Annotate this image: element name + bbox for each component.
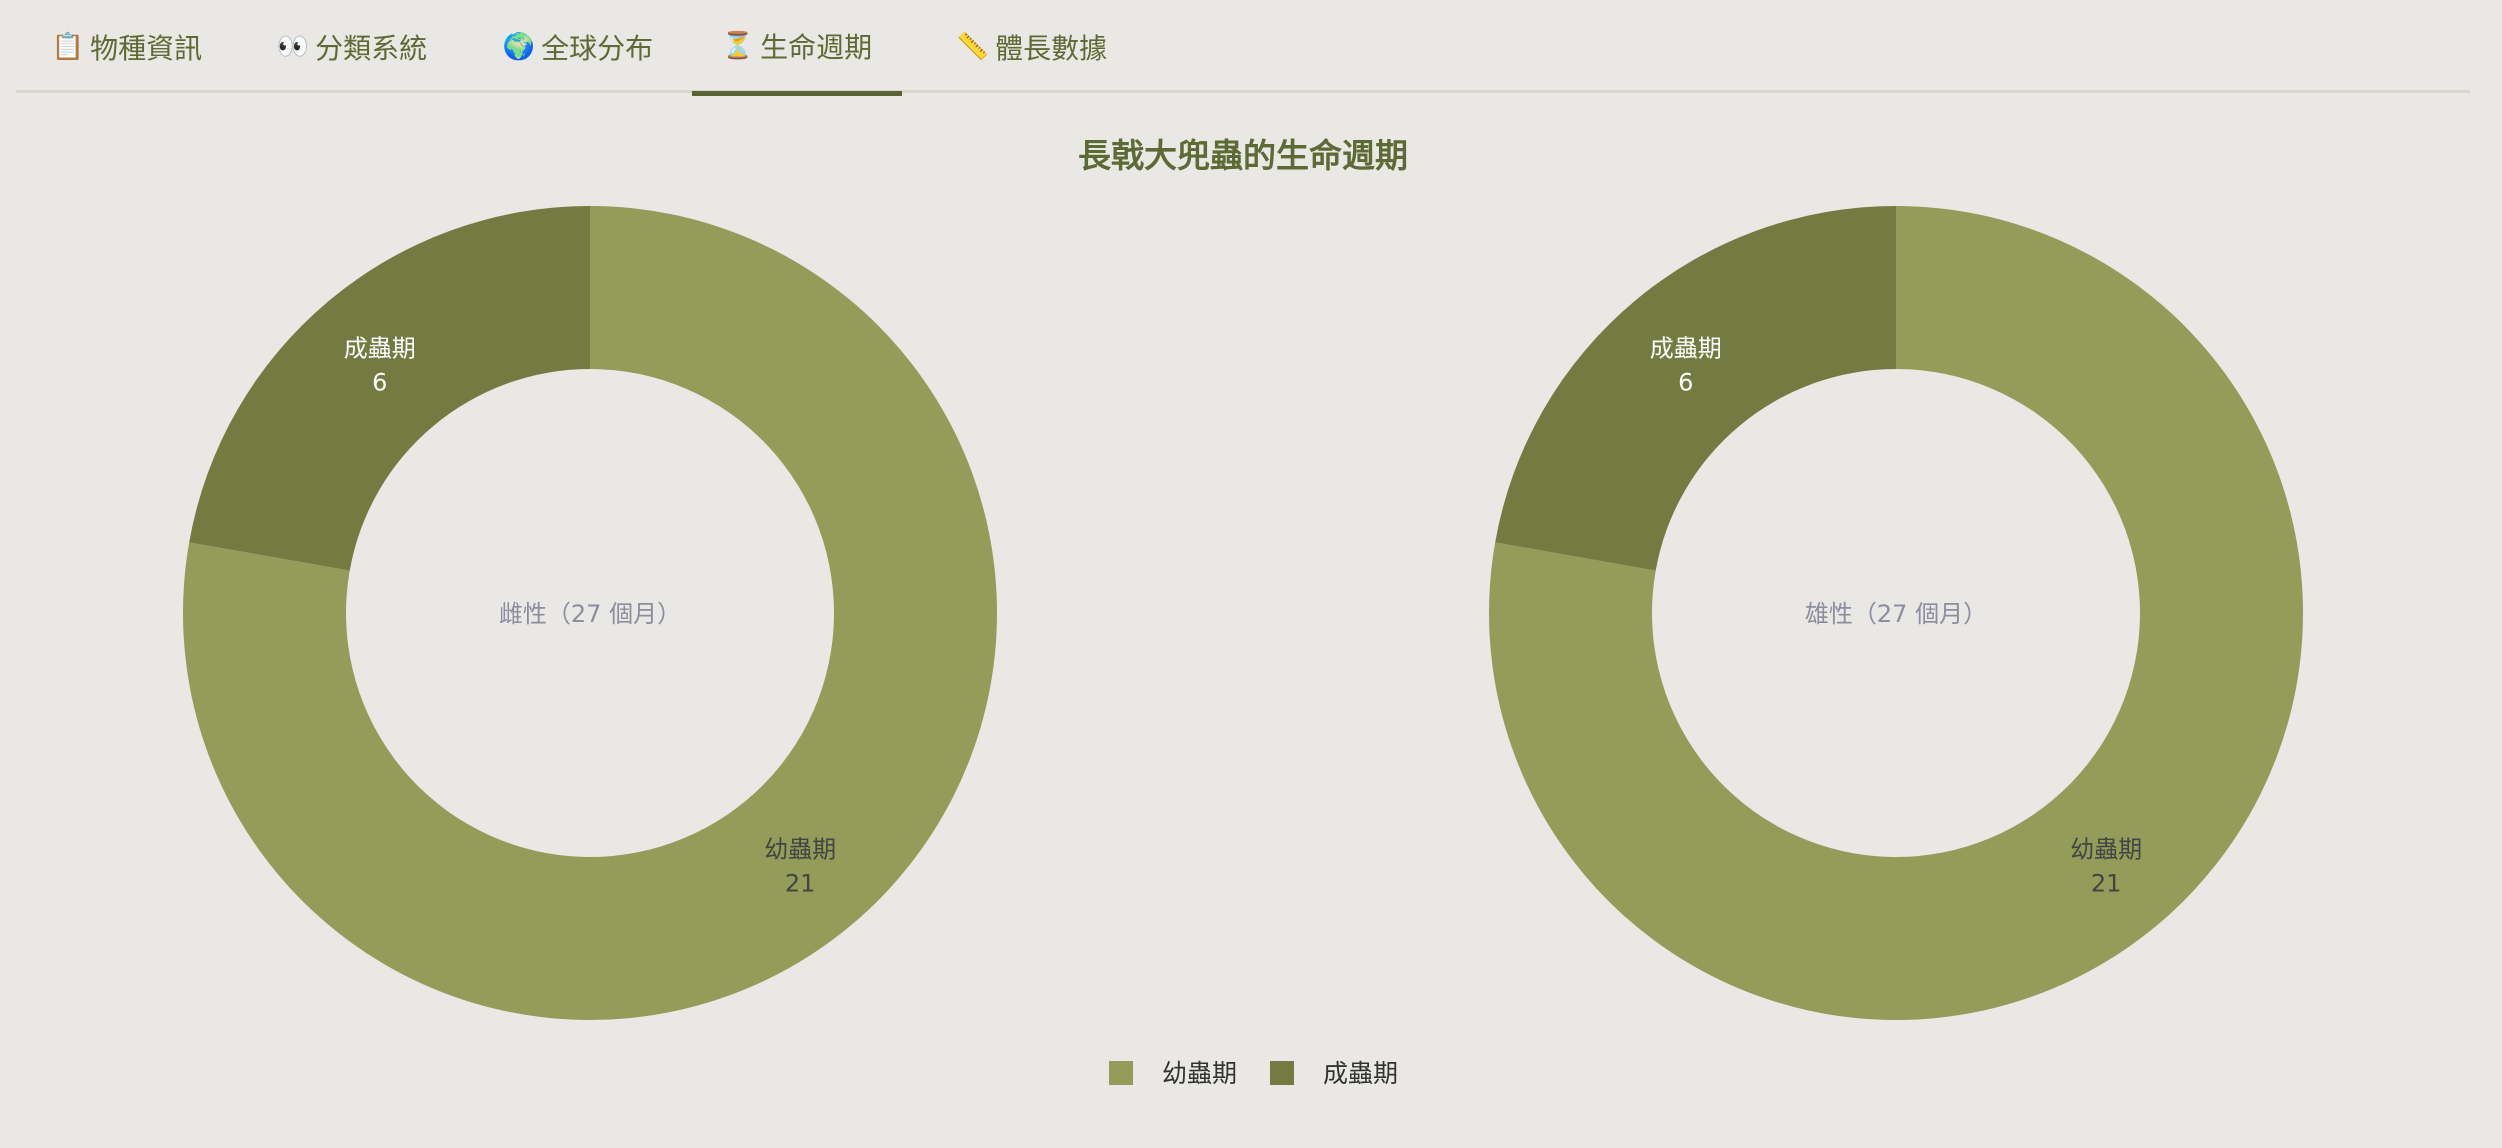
legend-swatch <box>1270 1061 1294 1085</box>
pie-slice[interactable] <box>1495 206 1896 571</box>
chart-title: 長戟大兜蟲的生命週期 <box>1078 136 1408 175</box>
hourglass-icon: ⏳ <box>721 30 755 61</box>
tab-label: 全球分布 <box>541 31 654 65</box>
pie-slice[interactable] <box>1489 206 2303 1020</box>
slice-label: 成蟲期 <box>344 335 416 363</box>
ruler-icon: 📏 <box>956 31 990 62</box>
pie-slice[interactable] <box>189 206 591 571</box>
tab-body-length[interactable]: 📏 體長數據 <box>944 0 1120 93</box>
tab-distribution[interactable]: 🌍 全球分布 <box>490 0 666 93</box>
slice-value-label: 21 <box>785 869 816 897</box>
tab-taxonomy[interactable]: 👀 分類系統 <box>263 0 441 93</box>
donut-chart: 幼蟲期 21 成蟲期 6 雌性（27 個月） <box>182 206 997 1021</box>
globe-icon: 🌍 <box>502 31 536 62</box>
eyes-icon: 👀 <box>276 31 310 62</box>
donut-group: 幼蟲期 21 成蟲期 6 雌性（27 個月） 幼蟲期 21 成蟲期 6 雄性（27 個月） <box>182 206 2303 1021</box>
slice-label: 幼蟲期 <box>2070 835 2142 863</box>
chart-legend: 幼蟲期 成蟲期 <box>1109 1059 1398 1088</box>
donut-center-label: 雄性（27 個月） <box>1805 600 1987 628</box>
slice-label: 幼蟲期 <box>764 835 836 863</box>
clipboard-icon: 📋 <box>51 31 85 62</box>
tab-label: 分類系統 <box>315 31 428 65</box>
pie-slice[interactable] <box>182 206 997 1021</box>
slice-value-label: 6 <box>372 369 387 397</box>
tab-label: 體長數據 <box>995 31 1108 65</box>
tab-species-info[interactable]: 📋 物種資訊 <box>40 0 214 93</box>
tab-bar: 📋 物種資訊 👀 分類系統 🌍 全球分布 ⏳ 生命週期 📏 體長數據 <box>16 0 2470 96</box>
legend-item[interactable]: 成蟲期 <box>1270 1059 1398 1088</box>
legend-swatch <box>1109 1061 1133 1085</box>
slice-value-label: 21 <box>2091 869 2122 897</box>
donut-chart: 幼蟲期 21 成蟲期 6 雄性（27 個月） <box>1489 206 2303 1020</box>
tab-label: 物種資訊 <box>90 31 203 65</box>
legend-label: 成蟲期 <box>1323 1059 1398 1088</box>
slice-label: 成蟲期 <box>1650 335 1722 363</box>
slice-value-label: 6 <box>1678 369 1693 397</box>
donut-center-label: 雌性（27 個月） <box>499 600 681 628</box>
tab-label: 生命週期 <box>760 30 873 64</box>
tab-life-cycle[interactable]: ⏳ 生命週期 <box>692 0 902 96</box>
legend-item[interactable]: 幼蟲期 <box>1109 1059 1237 1088</box>
legend-label: 幼蟲期 <box>1162 1059 1237 1088</box>
